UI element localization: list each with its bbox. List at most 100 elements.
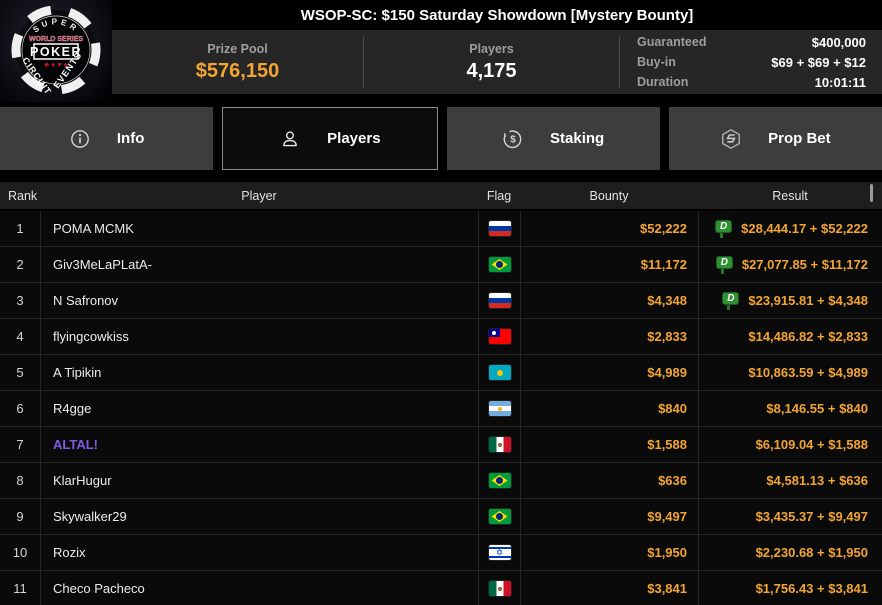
bounty-value: $4,348: [647, 293, 687, 308]
title-bar: WSOP-SC: $150 Saturday Showdown [Mystery…: [112, 0, 882, 30]
column-header-bounty[interactable]: Bounty: [589, 188, 629, 203]
mystery-bounty-badge-icon: D: [715, 256, 733, 274]
flag-cell: [478, 535, 520, 570]
bounty-cell: $840: [520, 391, 698, 426]
table-row[interactable]: 9 Skywalker29 $9,497 D $3,435.37 + $9,49…: [0, 499, 882, 535]
flag-cell: [478, 355, 520, 390]
bounty-cell: $2,833: [520, 319, 698, 354]
tab-players[interactable]: Players: [222, 107, 438, 170]
buyin-label: Buy-in: [637, 54, 676, 69]
country-flag-icon: [488, 329, 511, 344]
country-flag-icon: [488, 437, 511, 452]
svg-text:WORLD SERIES: WORLD SERIES: [29, 36, 83, 43]
bounty-cell: $4,989: [520, 355, 698, 390]
wsop-circuit-logo: SUPER WORLD SERIES POKER ♣ ♦ ♥ ♠ CIRCUIT…: [0, 0, 112, 102]
scrollbar-thumb[interactable]: [870, 184, 873, 202]
player-name: POMA MCMK: [53, 221, 134, 236]
prize-pool-stat: Prize Pool $576,150: [112, 42, 363, 83]
result-value: $6,109.04 + $1,588: [755, 437, 868, 452]
country-flag-icon: [488, 365, 511, 380]
column-header-flag[interactable]: Flag: [486, 188, 512, 203]
player-name: N Safronov: [53, 293, 119, 308]
flag-cell: [478, 283, 520, 318]
players-stat: Players 4,175: [364, 42, 619, 83]
result-value: $1,756.43 + $3,841: [755, 581, 868, 596]
buyin-row: Buy-in $69 + $69 + $12: [637, 54, 866, 71]
players-icon: [283, 130, 298, 146]
country-flag-icon: [488, 257, 511, 272]
player-name: flyingcowkiss: [53, 329, 129, 344]
table-row[interactable]: 5 A Tipikin $4,989 D $10,863.59 + $4,989: [0, 355, 882, 391]
column-header-player[interactable]: Player: [241, 188, 277, 203]
tournament-details: Guaranteed $400,000 Buy-in $69 + $69 + $…: [620, 34, 882, 91]
duration-label: Duration: [637, 74, 689, 89]
result-value: $8,146.55 + $840: [766, 401, 868, 416]
rank-cell: 9: [16, 509, 24, 524]
table-row[interactable]: 6 R4gge $840 D $8,146.55 + $840: [0, 391, 882, 427]
column-header-result[interactable]: Result: [772, 188, 808, 203]
player-name: A Tipikin: [53, 365, 102, 380]
table-row[interactable]: 3 N Safronov $4,348 D $23,915.81 + $4,34…: [0, 283, 882, 319]
guaranteed-row: Guaranteed $400,000: [637, 34, 866, 51]
flag-cell: [478, 463, 520, 498]
country-flag-icon: [488, 293, 511, 308]
bounty-cell: $636: [520, 463, 698, 498]
player-name: KlarHugur: [53, 473, 112, 488]
player-cell: flyingcowkiss: [40, 319, 478, 354]
bounty-cell: $1,950: [520, 535, 698, 570]
tab-staking[interactable]: $ Staking: [446, 107, 660, 170]
player-cell: N Safronov: [40, 283, 478, 318]
badge-letter: D: [720, 220, 728, 232]
table-header: Rank Player Flag Bounty Result: [0, 182, 882, 209]
svg-text:POKER: POKER: [30, 45, 82, 59]
country-flag-icon: [488, 221, 511, 236]
player-cell: R4gge: [40, 391, 478, 426]
bounty-cell: $52,222: [520, 211, 698, 246]
table-row[interactable]: 10 Rozix $1,950 D $2,230.68 + $1,950: [0, 535, 882, 571]
result-cell: D $10,863.59 + $4,989: [698, 355, 882, 390]
column-header-rank[interactable]: Rank: [8, 188, 38, 203]
player-cell: ALTAL!: [40, 427, 478, 462]
bounty-value: $636: [658, 473, 687, 488]
result-value: $28,444.17 + $52,222: [741, 221, 868, 236]
prize-pool-label: Prize Pool: [207, 41, 268, 56]
table-row[interactable]: 11 Checo Pacheco $3,841 D $1,756.43 + $3…: [0, 571, 882, 605]
table-row[interactable]: 4 flyingcowkiss $2,833 D $14,486.82 + $2…: [0, 319, 882, 355]
table-row[interactable]: 7 ALTAL! $1,588 D $6,109.04 + $1,588: [0, 427, 882, 463]
badge-letter: D: [720, 256, 728, 268]
prop-bet-icon: [722, 128, 740, 149]
rank-cell: 3: [16, 293, 24, 308]
table-row[interactable]: 2 Giv3MeLaPLatA- $11,172 D $27,077.85 + …: [0, 247, 882, 283]
country-flag-icon: [488, 401, 511, 416]
players-value: 4,175: [466, 59, 517, 82]
result-value: $10,863.59 + $4,989: [748, 365, 868, 380]
rank-cell: 4: [16, 329, 24, 344]
rank-cell: 11: [13, 581, 27, 596]
result-value: $14,486.82 + $2,833: [748, 329, 868, 344]
result-value: $27,077.85 + $11,172: [741, 257, 868, 272]
result-cell: D $2,230.68 + $1,950: [698, 535, 882, 570]
rank-cell: 5: [16, 365, 24, 380]
player-name: R4gge: [53, 401, 92, 416]
bounty-cell: $9,497: [520, 499, 698, 534]
player-name: Skywalker29: [53, 509, 127, 524]
tab-info[interactable]: Info: [0, 107, 214, 170]
country-flag-icon: [488, 581, 511, 596]
guaranteed-value: $400,000: [811, 34, 866, 50]
tab-prop-bet[interactable]: Prop Bet: [668, 107, 882, 170]
player-cell: A Tipikin: [40, 355, 478, 390]
mystery-bounty-badge-icon: D: [722, 292, 740, 310]
flag-cell: [478, 499, 520, 534]
bounty-value: $1,950: [647, 545, 687, 560]
flag-cell: [478, 427, 520, 462]
svg-text:♣ ♦ ♥ ♠: ♣ ♦ ♥ ♠: [44, 60, 67, 69]
bounty-value: $3,841: [647, 581, 687, 596]
rank-cell: 6: [16, 401, 24, 416]
rank-cell: 2: [16, 257, 24, 272]
table-row[interactable]: 1 POMA MCMK $52,222 D $28,444.17 + $52,2…: [0, 211, 882, 247]
rank-cell: 7: [16, 437, 24, 452]
player-cell: Giv3MeLaPLatA-: [40, 247, 478, 282]
tab-info-label: Info: [116, 130, 145, 147]
duration-value: 10:01:11: [814, 74, 866, 90]
table-row[interactable]: 8 KlarHugur $636 D $4,581.13 + $636: [0, 463, 882, 499]
